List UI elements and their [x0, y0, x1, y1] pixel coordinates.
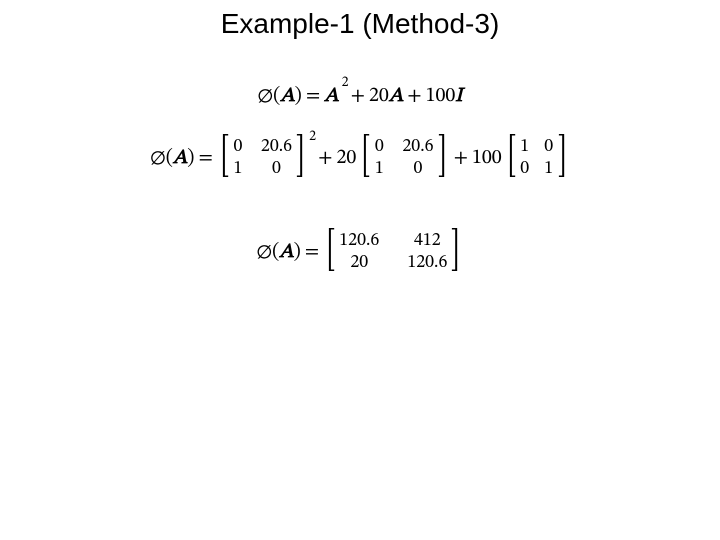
right-bracket-icon: ]: [557, 136, 566, 176]
plus-sign-2: +: [403, 86, 425, 106]
cell: 1: [544, 160, 554, 178]
matrix-result-group: [ 120.6 412 20 120.6 ]: [323, 232, 463, 272]
cell: 0: [374, 138, 384, 156]
cell: 20.6: [402, 138, 433, 156]
cell: 120.6: [407, 254, 447, 272]
argument-A: A: [279, 242, 293, 262]
phi-symbol: ∅: [257, 242, 273, 262]
matrix-A: 0 20.6 1 0: [374, 138, 433, 178]
coef-100: 100: [472, 148, 502, 168]
close-paren: ): [295, 86, 302, 106]
cell: 20: [350, 254, 368, 272]
right-bracket-icon: ]: [296, 136, 305, 176]
cell: 1: [520, 138, 530, 156]
right-bracket-icon: ]: [437, 136, 446, 176]
cell: 1: [233, 160, 243, 178]
argument-A: A: [173, 148, 187, 168]
matrix-A: 0 20.6 1 0: [233, 138, 292, 178]
matrix-A-group: [ 0 20.6 1 0 ]: [358, 138, 449, 178]
equals-sign: =: [301, 242, 323, 262]
cell: 0: [413, 160, 423, 178]
cell: 120.6: [339, 232, 379, 250]
matrix-I-group: [ 1 0 0 1 ]: [504, 138, 570, 178]
coef-20: 20: [369, 86, 389, 106]
matrix-I: 1 0 0 1: [520, 138, 554, 178]
plus-sign-1: +: [347, 86, 369, 106]
left-bracket-icon: [: [327, 230, 336, 270]
slide-title: Example-1 (Method-3): [0, 8, 720, 40]
matrix-A-squared-group: [ 0 20.6 1 0 ] 2: [217, 138, 308, 178]
phi-symbol: ∅: [150, 148, 166, 168]
cell: 20.6: [261, 138, 292, 156]
cell: 0: [271, 160, 281, 178]
left-bracket-icon: [: [507, 136, 516, 176]
cell: 0: [544, 138, 554, 156]
equation-3: ∅ ( A ) = [ 120.6 412 20 120.6 ]: [0, 232, 720, 272]
slide: Example-1 (Method-3) ∅ ( A ) = A 2 + 20 …: [0, 0, 720, 540]
equals-sign: =: [302, 86, 324, 106]
equals-sign: =: [194, 148, 216, 168]
cell: 1: [374, 160, 384, 178]
left-bracket-icon: [: [362, 136, 371, 176]
cell: 0: [520, 160, 530, 178]
left-bracket-icon: [: [220, 136, 229, 176]
matrix-result: 120.6 412 20 120.6: [339, 232, 447, 272]
right-bracket-icon: ]: [451, 230, 460, 270]
A-linear: A: [389, 86, 403, 106]
cell: 412: [414, 232, 441, 250]
plus-sign-1: +: [314, 148, 336, 168]
argument-A: A: [280, 86, 294, 106]
phi-symbol: ∅: [258, 86, 274, 106]
matrix-exponent: 2: [309, 130, 316, 144]
term-A-squared: A 2: [324, 86, 338, 106]
A-exponent: 2: [342, 76, 349, 90]
cell: 0: [233, 138, 243, 156]
equation-2: ∅ ( A ) = [ 0 20.6 1 0 ] 2 + 20 [: [0, 138, 720, 178]
I-identity: I: [455, 86, 462, 106]
A-base: A: [324, 86, 338, 106]
coef-100: 100: [426, 86, 456, 106]
plus-sign-2: +: [450, 148, 472, 168]
equation-1: ∅ ( A ) = A 2 + 20 A + 100 I: [0, 86, 720, 106]
coef-20: 20: [337, 148, 357, 168]
